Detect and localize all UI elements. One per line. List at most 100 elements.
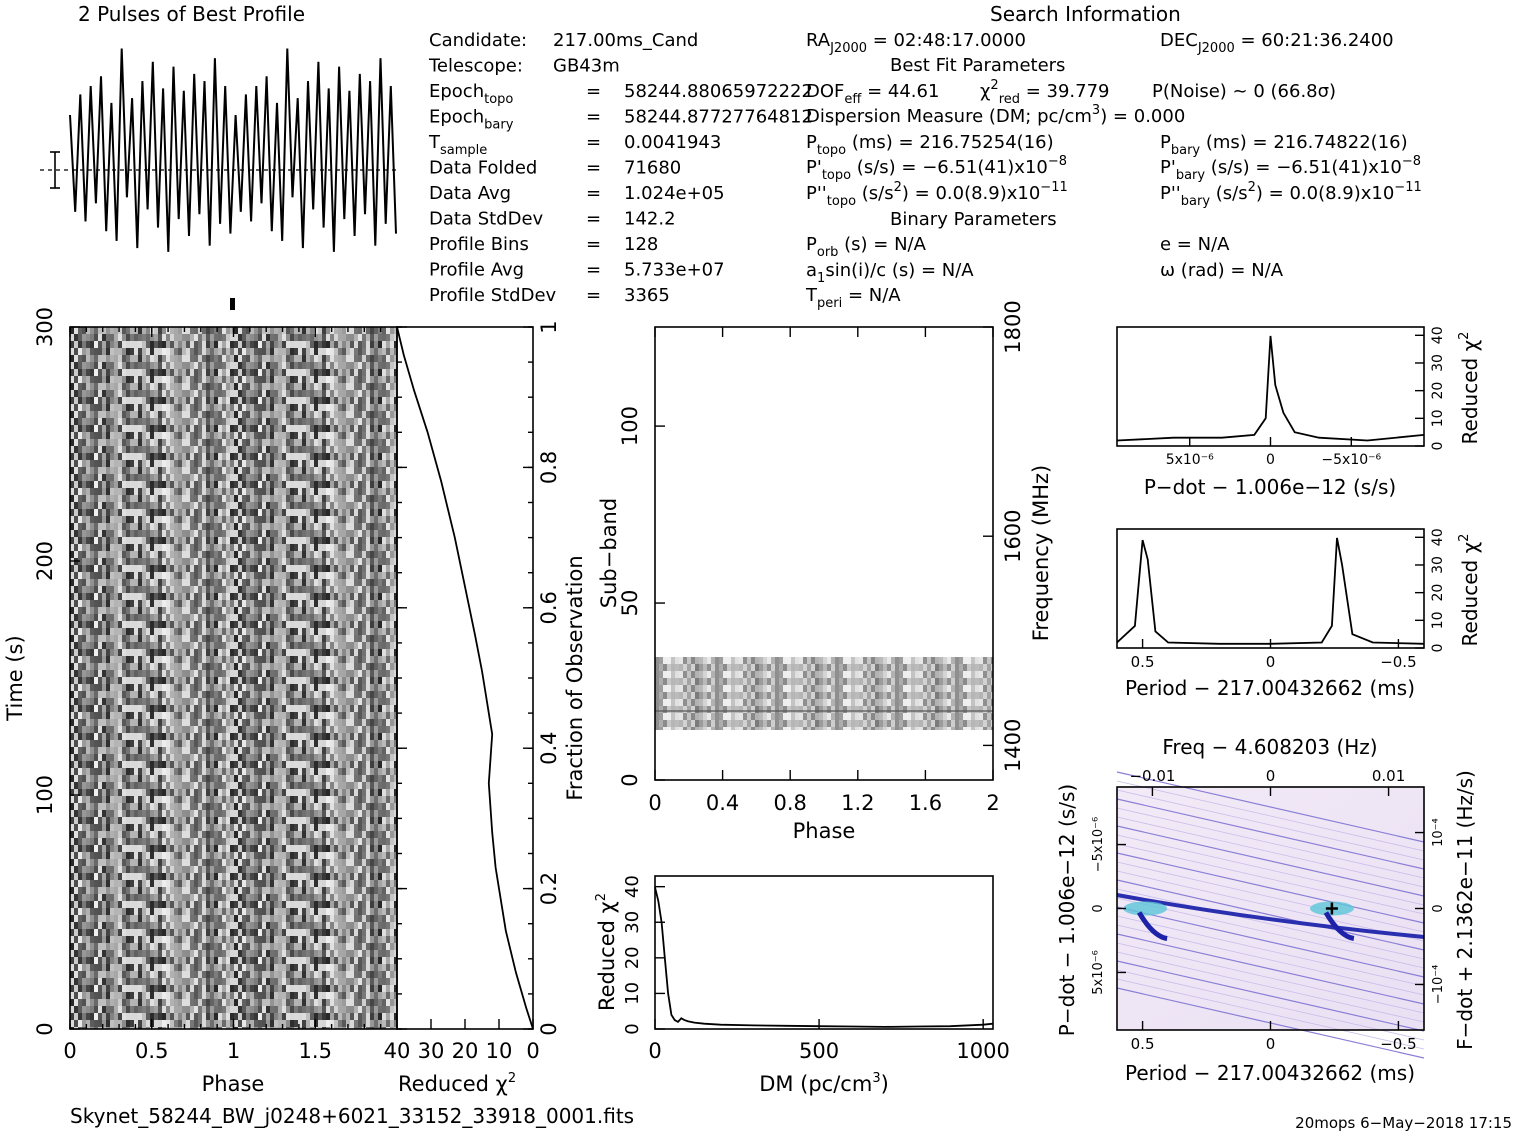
streak xyxy=(1116,852,1425,924)
ppdot-image-bg xyxy=(1117,787,1424,1030)
dm-ticks: 0 500 1000 0 10 20 30 40 xyxy=(622,875,1010,1063)
x-tick-label: 1.2 xyxy=(841,791,874,815)
chi2-time-panel: 40 30 20 10 0 0 0.2 0.4 0.6 0.8 1 Reduced χ2 Fract… xyxy=(384,320,587,1096)
x-tick-label: 0.5 xyxy=(1131,653,1155,671)
subband-panel: 0 0.4 0.8 1.2 1.6 2 0 50 100 1400 1600 1800 Phase S… xyxy=(597,300,1053,843)
x-tick-label: 1.5 xyxy=(299,1039,332,1063)
chi2-time-xlabel: Reduced χ2 xyxy=(398,1071,516,1096)
period-line xyxy=(1116,537,1425,645)
y-tick-label: 20 xyxy=(1430,382,1446,400)
chi2-time-ticks: 40 30 20 10 0 0 0.2 0.4 0.6 0.8 1 xyxy=(384,320,561,1063)
subband-ylabel: Sub−band xyxy=(597,498,621,608)
info-label: Data Folded xyxy=(429,158,537,179)
streak xyxy=(1116,924,1425,996)
x-tick-label: 0 xyxy=(526,1039,539,1063)
time-phase-image xyxy=(70,327,397,1029)
x-tick-label: 0.8 xyxy=(773,791,806,815)
info-equals: = xyxy=(586,209,601,230)
info-value: 5.733e+07 xyxy=(624,260,725,281)
streak xyxy=(1116,807,1425,879)
streak xyxy=(1116,771,1425,843)
time-phase-ticks: 0 0.5 1 1.5 0 100 200 300 xyxy=(33,307,398,1063)
ppdot-streaks xyxy=(1116,771,1425,1059)
period-ylabel: Reduced χ2 xyxy=(1457,534,1482,647)
streak xyxy=(1116,942,1425,1014)
y2-tick-label: 1800 xyxy=(1001,300,1025,353)
y-tick-label: 30 xyxy=(1430,556,1446,574)
x-tick-label: −0.5 xyxy=(1380,653,1416,671)
x-tick-label: 2 xyxy=(986,791,999,815)
info-value: 3365 xyxy=(624,285,670,306)
info-equals: = xyxy=(586,183,601,204)
info-value: 58244.87727764812 xyxy=(624,107,813,128)
y-tick-label: 10 xyxy=(622,982,643,1005)
time-phase-panel: 0 0.5 1 1.5 0 100 200 300 Phase Time (s) xyxy=(3,307,398,1096)
streak xyxy=(1116,888,1425,960)
footer-stamp: 20mops 6−May−2018 17:15 xyxy=(1295,1114,1512,1132)
y-tick-label: 0.2 xyxy=(537,872,561,905)
info-equals: = xyxy=(586,158,601,179)
y-tick-label: 30 xyxy=(622,911,643,934)
streak xyxy=(1116,879,1425,951)
y-tick-label: 0.8 xyxy=(537,451,561,484)
chi2-value: χ2red = 39.779 xyxy=(980,78,1110,107)
period-ticks: 0.5 0 −0.5 0 10 20 30 40 xyxy=(1131,528,1446,671)
x-tick-label: 0.4 xyxy=(706,791,739,815)
footer-filename: Skynet_58244_BW_j0248+6021_33152_33918_0… xyxy=(70,1104,634,1128)
subband-ticks: 0 0.4 0.8 1.2 1.6 2 0 50 100 1400 1600 1800 xyxy=(618,300,1025,815)
y-tick-label: −5x10⁻⁶ xyxy=(1091,817,1106,872)
streak xyxy=(1116,861,1425,933)
subband-image xyxy=(655,657,993,730)
info-label: Profile StdDev xyxy=(429,285,557,306)
x-tick-label: 0 xyxy=(1266,452,1275,468)
info-equals: = xyxy=(586,81,601,102)
pulse-profile-panel xyxy=(40,48,397,310)
y-tick-label: 5x10⁻⁶ xyxy=(1091,950,1106,995)
y-tick-label: 0 xyxy=(33,1022,57,1035)
pbary-value: Pbary (ms) = 216.74822(16) xyxy=(1160,132,1408,158)
info-value: 217.00ms_Cand xyxy=(553,30,698,51)
search-info: RAJ2000 = 02:48:17.0000 DECJ2000 = 60:21… xyxy=(805,30,1422,311)
y-tick-label: 30 xyxy=(1430,354,1446,372)
y2-tick-label: 0 xyxy=(1431,904,1446,912)
x-tick-label: −0.5 xyxy=(1380,1035,1416,1053)
pdot-panel: 5x10⁻⁶ 0 −5x10⁻⁶ 0 10 20 30 40 P−dot − 1.006e−1… xyxy=(1116,326,1482,499)
y2-tick-label: 10⁻⁴ xyxy=(1431,818,1446,847)
x-tick-label: 10 xyxy=(486,1039,513,1063)
pdot-xlabel: P−dot − 1.006e−12 (s/s) xyxy=(1144,475,1396,499)
info-label: Telescope: xyxy=(428,56,523,77)
info-label: Tsample xyxy=(428,132,487,158)
y-tick-label: 200 xyxy=(33,541,57,581)
y-tick-label: 0.6 xyxy=(537,591,561,624)
info-equals: = xyxy=(586,234,601,255)
streak xyxy=(1116,906,1425,978)
profile-error-bar xyxy=(50,151,60,189)
pnoise-value: P(Noise) ~ 0 (66.8σ) xyxy=(1152,81,1336,102)
top-tick-label: 0 xyxy=(1266,767,1276,785)
period-xlabel: Period − 217.00432662 (ms) xyxy=(1125,676,1415,700)
dm-line xyxy=(654,887,994,1028)
subband-xlabel: Phase xyxy=(793,819,856,843)
streak xyxy=(1116,915,1425,987)
y-tick-label: 10 xyxy=(1430,611,1446,629)
y-tick-label: 300 xyxy=(33,307,57,347)
y-tick-label: 20 xyxy=(622,946,643,969)
binary-title: Binary Parameters xyxy=(890,209,1057,230)
x-tick-label: 5x10⁻⁶ xyxy=(1166,452,1214,468)
ridge xyxy=(1116,893,1425,939)
pulse-profile-line xyxy=(69,48,397,252)
porb-value: Porb (s) = N/A xyxy=(806,234,927,260)
x-tick-label: 0.5 xyxy=(135,1039,168,1063)
ppdot-xlabel: Period − 217.00432662 (ms) xyxy=(1125,1061,1415,1085)
streak xyxy=(1116,960,1425,1032)
info-value: 0.0041943 xyxy=(624,132,721,153)
info-equals: = xyxy=(586,132,601,153)
streak xyxy=(1116,843,1425,915)
y2-tick-label: 1600 xyxy=(1001,509,1025,562)
x-tick-label: 1.6 xyxy=(909,791,942,815)
y-tick-label: 40 xyxy=(1430,326,1446,344)
y-tick-label: 0 xyxy=(1091,904,1106,912)
pdot-bary-value: P'bary (s/s) = −6.51(41)x10−8 xyxy=(1160,154,1421,183)
x-tick-label: −5x10⁻⁶ xyxy=(1321,452,1381,468)
